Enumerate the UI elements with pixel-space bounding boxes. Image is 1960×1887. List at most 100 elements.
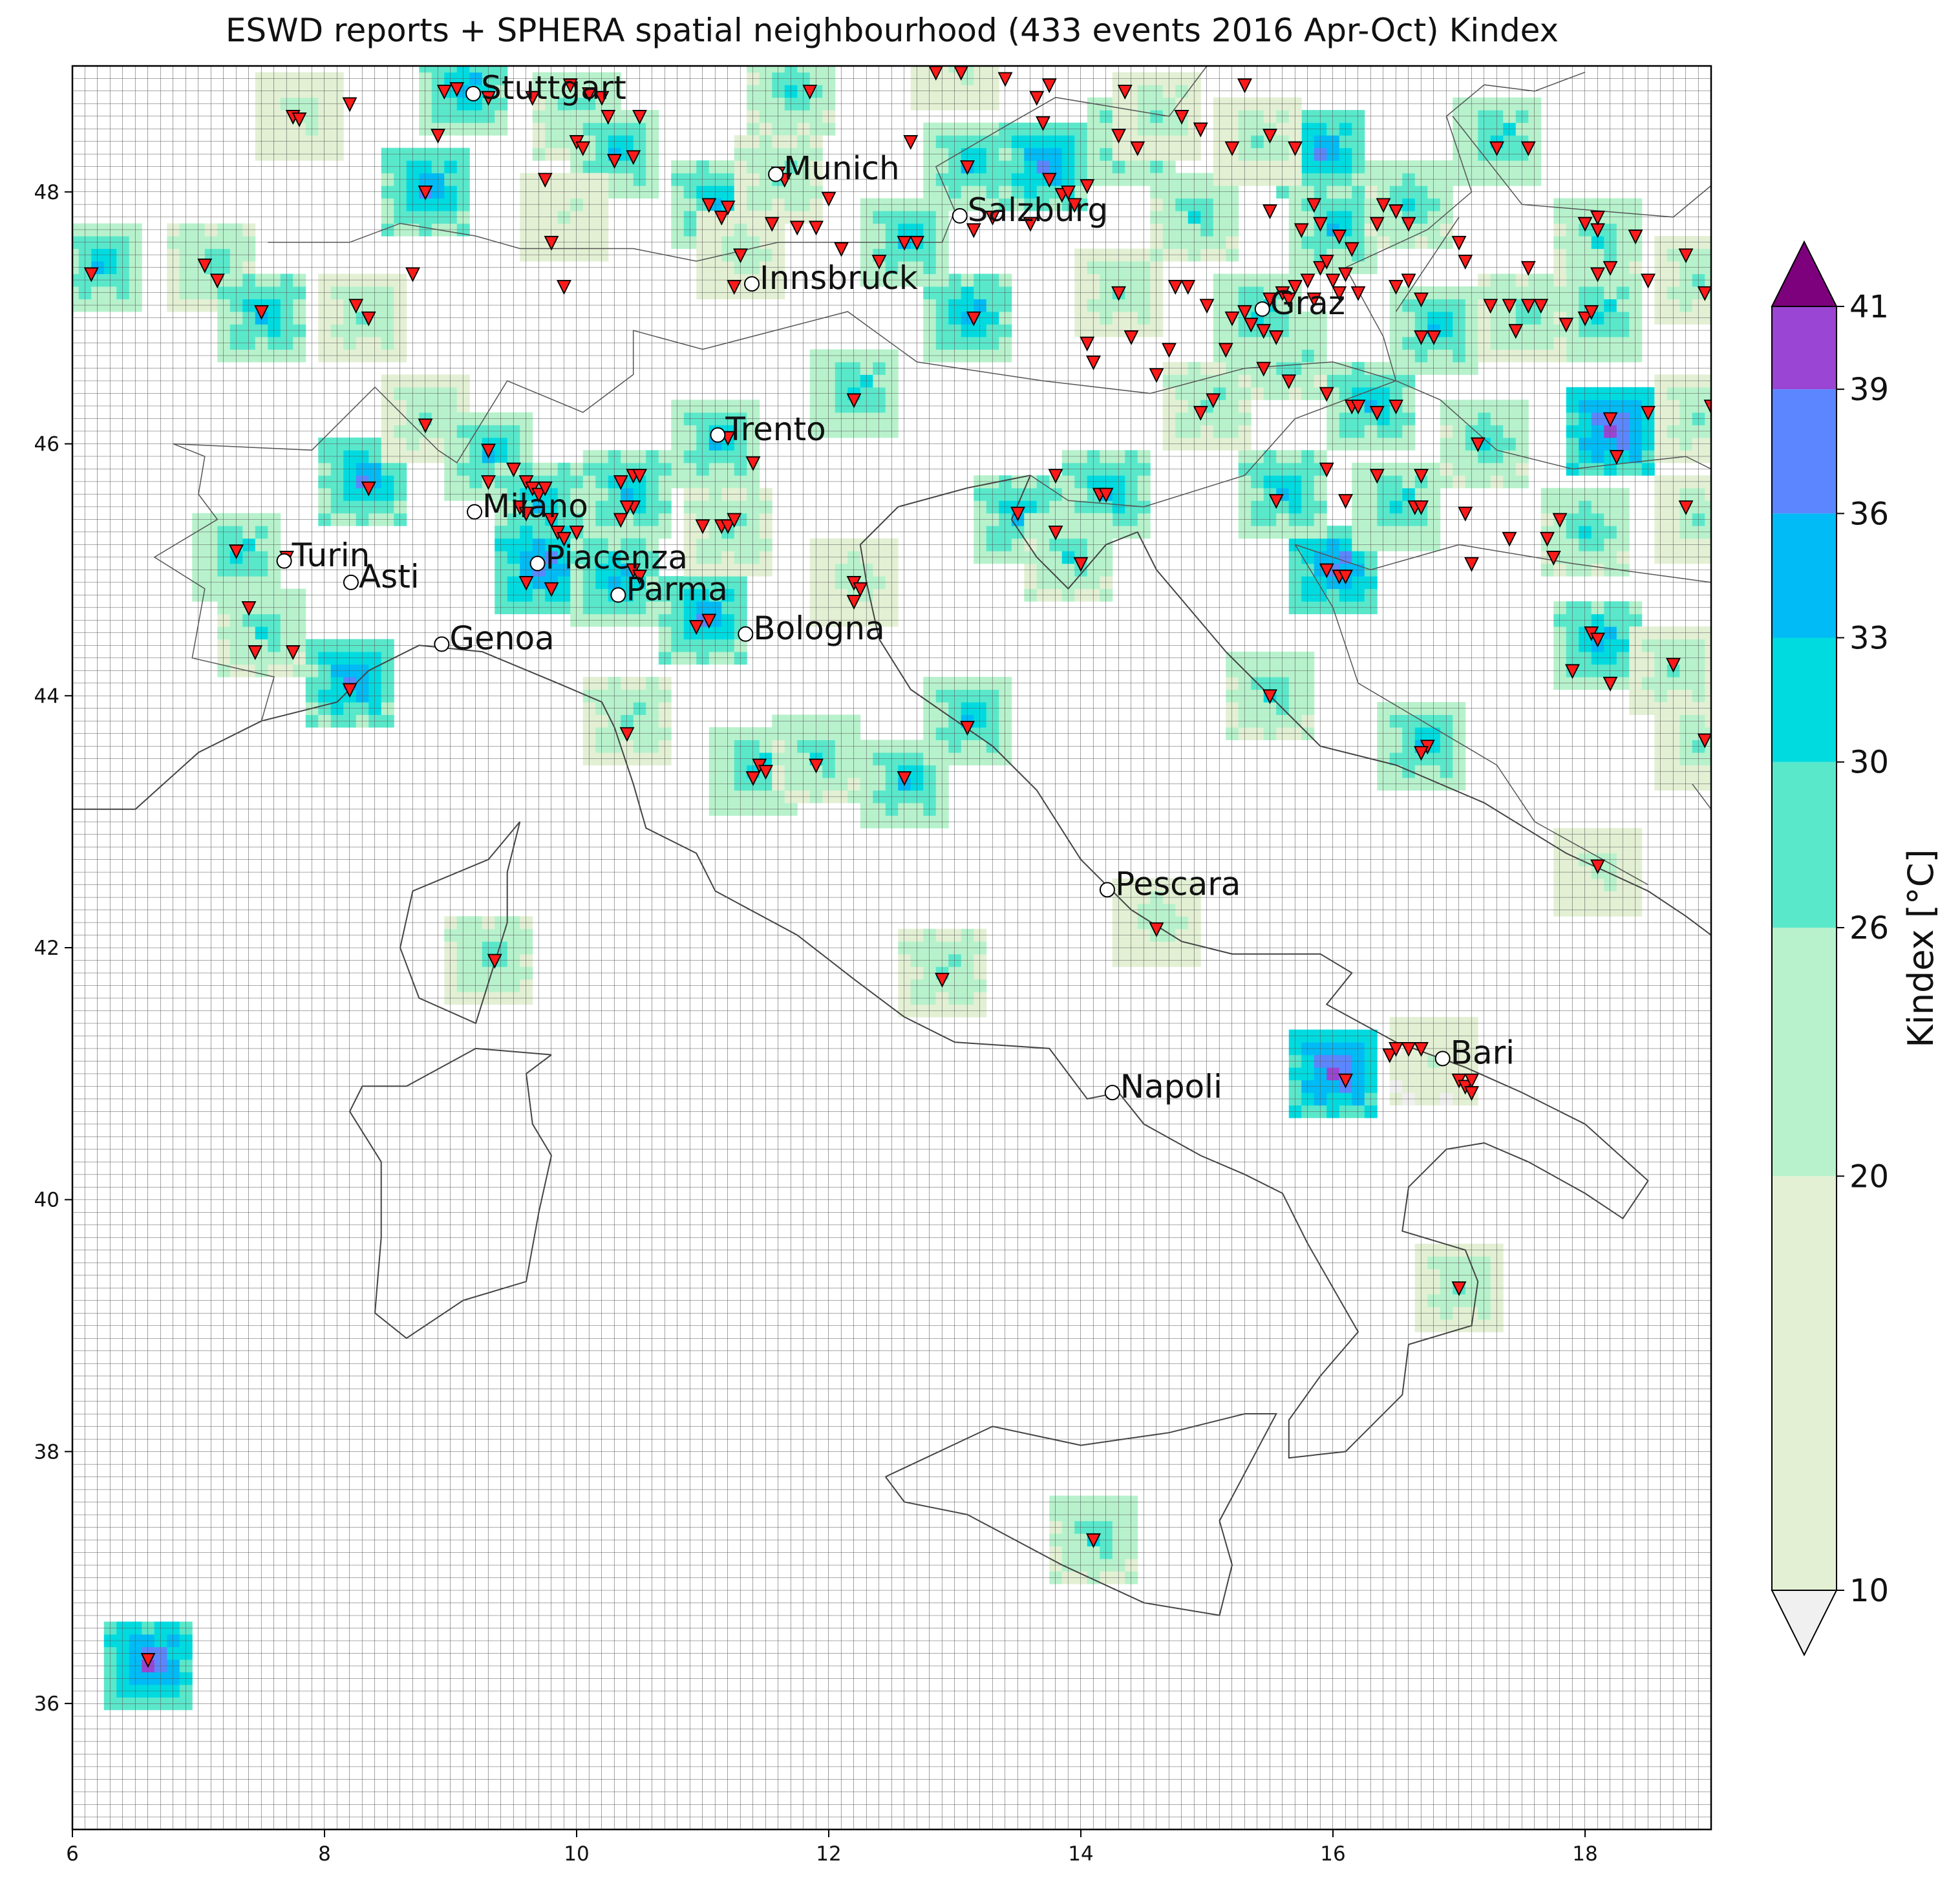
kindex-cell xyxy=(1718,740,1731,752)
report-marker xyxy=(607,154,622,169)
city-label: Graz xyxy=(1270,284,1345,322)
kindex-cell xyxy=(432,47,445,60)
kindex-cell xyxy=(961,47,974,60)
report-marker xyxy=(1237,305,1252,320)
kindex-cell xyxy=(54,261,67,274)
kindex-cell xyxy=(772,47,785,60)
report-marker xyxy=(1162,343,1177,358)
report-marker xyxy=(83,267,99,283)
x-axis: 6 8 10 12 14 16 18 xyxy=(66,1829,1598,1866)
report-marker xyxy=(1206,393,1221,409)
report-marker xyxy=(248,645,263,661)
report-marker xyxy=(1389,400,1403,415)
city-marker xyxy=(952,208,968,224)
report-marker xyxy=(632,570,647,585)
report-marker xyxy=(1288,280,1303,295)
kindex-cell xyxy=(1718,778,1731,791)
report-marker xyxy=(1010,506,1025,522)
colorbar-frame xyxy=(1771,306,1837,1591)
kindex-cell xyxy=(760,47,772,60)
city-label: Trento xyxy=(725,410,826,448)
kindex-cell xyxy=(444,47,457,60)
report-marker xyxy=(525,91,540,106)
colorbar-segment xyxy=(1772,389,1837,514)
kindex-cell xyxy=(747,47,760,60)
report-marker xyxy=(1414,292,1429,308)
city-marker xyxy=(276,553,292,569)
kindex-cell xyxy=(1730,274,1743,287)
kindex-cell xyxy=(948,22,961,35)
report-marker xyxy=(1470,437,1486,453)
report-marker xyxy=(1520,261,1536,276)
report-marker xyxy=(1552,513,1568,528)
report-marker xyxy=(1124,330,1139,345)
report-marker xyxy=(254,305,269,320)
report-marker xyxy=(1149,368,1164,383)
y-tick-label: 42 xyxy=(34,937,59,960)
kindex-cell xyxy=(1718,715,1731,728)
report-marker xyxy=(1288,141,1303,156)
coastline xyxy=(348,1047,553,1339)
kindex-cell xyxy=(822,47,835,60)
report-marker xyxy=(809,758,824,774)
report-marker xyxy=(1319,387,1334,402)
report-marker xyxy=(1061,185,1076,200)
report-marker xyxy=(1350,286,1366,301)
report-marker xyxy=(1451,235,1467,251)
report-marker xyxy=(758,765,773,780)
kindex-cell xyxy=(1730,538,1743,551)
kindex-cell xyxy=(936,47,949,60)
y-axis: 36 38 40 42 44 46 48 xyxy=(34,181,72,1716)
report-marker xyxy=(1306,198,1322,213)
report-marker xyxy=(342,683,357,698)
report-marker xyxy=(1338,267,1353,283)
report-marker xyxy=(1218,343,1233,358)
report-marker xyxy=(557,280,571,295)
country-border xyxy=(1692,784,1711,810)
report-marker xyxy=(1590,632,1605,648)
report-marker xyxy=(897,235,912,251)
report-marker xyxy=(695,519,710,535)
kindex-cell xyxy=(1718,500,1731,513)
city-label: Salzburg xyxy=(968,191,1108,229)
city-label: Milano xyxy=(482,487,588,525)
report-marker xyxy=(1193,405,1208,421)
report-marker xyxy=(1149,922,1164,937)
colorbar-tick-label: 39 xyxy=(1849,372,1889,408)
report-marker xyxy=(582,87,597,102)
report-marker xyxy=(1533,299,1549,314)
report-marker xyxy=(1243,317,1259,333)
report-marker xyxy=(613,475,628,491)
kindex-cell xyxy=(1718,312,1731,325)
report-marker xyxy=(853,582,868,597)
kindex-cell xyxy=(469,47,482,60)
report-marker xyxy=(1464,1086,1479,1102)
report-marker xyxy=(594,91,610,106)
report-marker xyxy=(1268,330,1284,345)
kindex-cell xyxy=(1730,500,1743,513)
report-marker xyxy=(1464,1073,1479,1089)
kindex-cell xyxy=(1730,286,1743,299)
report-marker xyxy=(1678,500,1694,516)
report-marker xyxy=(846,393,862,409)
kindex-cell xyxy=(495,47,507,60)
report-marker xyxy=(997,72,1013,87)
report-marker xyxy=(1048,469,1063,484)
report-marker xyxy=(745,456,761,471)
kindex-cell xyxy=(1730,513,1743,526)
kindex-cell xyxy=(1730,727,1743,740)
report-marker xyxy=(1256,361,1272,377)
chart-title: ESWD reports + SPHERA spatial neighbourh… xyxy=(225,12,1559,49)
report-marker xyxy=(1073,557,1089,572)
report-marker xyxy=(701,198,717,213)
kindex-cell xyxy=(1730,765,1743,778)
report-marker xyxy=(1319,255,1334,270)
report-marker xyxy=(1369,405,1385,421)
report-marker xyxy=(1036,116,1050,131)
coastline xyxy=(72,474,1649,1459)
kindex-cell xyxy=(54,236,67,249)
report-marker xyxy=(1023,217,1038,232)
y-tick-label: 48 xyxy=(34,181,59,204)
report-marker xyxy=(1262,204,1277,220)
kindex-cell xyxy=(948,34,961,47)
